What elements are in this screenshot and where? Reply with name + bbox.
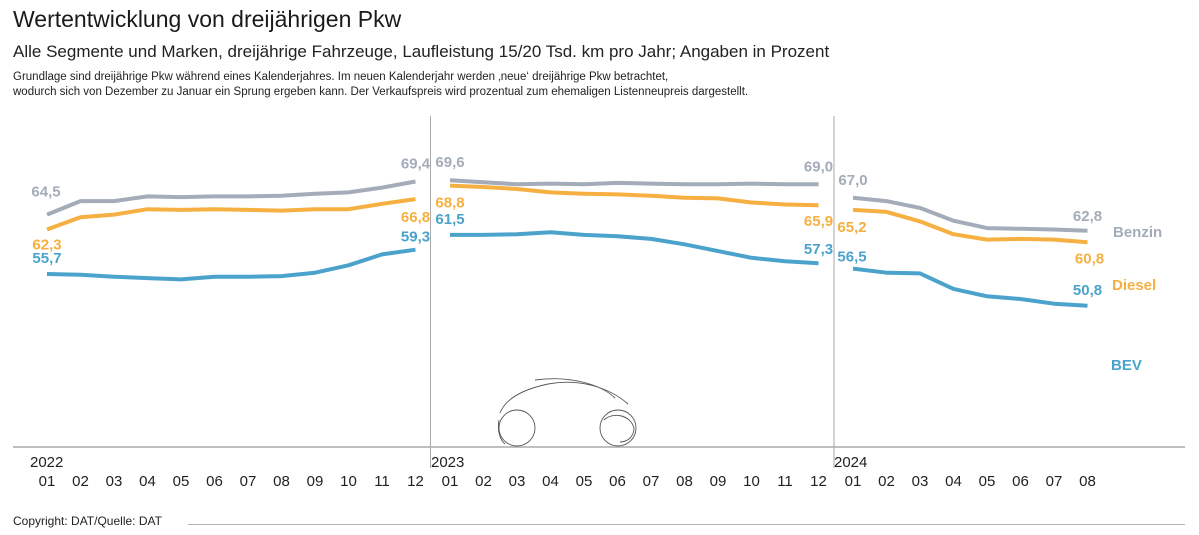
data-label-bev: 55,7 bbox=[32, 250, 61, 267]
month-tick-label: 08 bbox=[676, 473, 693, 490]
month-tick-label: 09 bbox=[710, 473, 727, 490]
month-tick-label: 05 bbox=[173, 473, 190, 490]
month-tick-label: 02 bbox=[72, 473, 89, 490]
data-label-bev: 61,5 bbox=[435, 211, 464, 228]
data-label-benzin: 69,4 bbox=[401, 156, 431, 173]
month-tick-label: 10 bbox=[743, 473, 760, 490]
chart-subtitle: Alle Segmente und Marken, dreijährige Fa… bbox=[13, 42, 830, 61]
month-tick-label: 06 bbox=[609, 473, 626, 490]
data-label-diesel: 65,9 bbox=[804, 213, 833, 230]
month-tick-label: 04 bbox=[945, 473, 962, 490]
data-label-bev: 57,3 bbox=[804, 241, 833, 258]
month-tick-label: 07 bbox=[240, 473, 257, 490]
month-tick-label: 04 bbox=[139, 473, 156, 490]
series-name-benzin: Benzin bbox=[1113, 224, 1162, 241]
month-tick-label: 06 bbox=[206, 473, 223, 490]
month-tick-label: 05 bbox=[576, 473, 593, 490]
data-label-benzin: 67,0 bbox=[838, 172, 867, 189]
data-label-bev: 50,8 bbox=[1073, 282, 1102, 299]
month-tick-label: 02 bbox=[475, 473, 492, 490]
series-name-bev: BEV bbox=[1111, 357, 1142, 374]
month-tick-label: 08 bbox=[273, 473, 290, 490]
year-label-2024: 2024 bbox=[834, 454, 867, 471]
month-tick-label: 07 bbox=[643, 473, 660, 490]
data-label-benzin: 69,6 bbox=[435, 154, 464, 171]
car-outline-icon bbox=[497, 378, 637, 447]
data-label-bev: 59,3 bbox=[401, 229, 430, 246]
methodology-note-line-1: Grundlage sind dreijährige Pkw während e… bbox=[13, 71, 669, 83]
month-tick-label: 06 bbox=[1012, 473, 1029, 490]
month-tick-label: 04 bbox=[542, 473, 559, 490]
data-label-benzin: 64,5 bbox=[31, 184, 60, 201]
series-line-diesel-2 bbox=[449, 183, 819, 208]
series-line-diesel-3 bbox=[852, 207, 1088, 245]
month-tick-label: 01 bbox=[39, 473, 56, 490]
data-label-diesel: 62,3 bbox=[32, 236, 61, 253]
month-tick-label: 12 bbox=[810, 473, 827, 490]
data-label-diesel: 65,2 bbox=[837, 219, 866, 236]
series-name-diesel: Diesel bbox=[1112, 277, 1156, 294]
footer-rule bbox=[188, 524, 1185, 525]
data-label-benzin: 62,8 bbox=[1073, 208, 1102, 225]
month-tick-label: 01 bbox=[442, 473, 459, 490]
data-label-diesel: 66,8 bbox=[401, 209, 430, 226]
month-tick-label: 12 bbox=[407, 473, 424, 490]
series-line-bev-1 bbox=[46, 247, 416, 282]
month-tick-label: 11 bbox=[777, 473, 793, 490]
month-tick-label: 03 bbox=[106, 473, 123, 490]
series-line-bev-2 bbox=[450, 230, 819, 266]
month-tick-label: 03 bbox=[509, 473, 526, 490]
month-tick-label: 10 bbox=[340, 473, 357, 490]
series-line-diesel-1 bbox=[46, 197, 416, 232]
month-tick-label: 01 bbox=[845, 473, 862, 490]
series-line-benzin-3 bbox=[852, 195, 1088, 233]
data-label-bev: 56,5 bbox=[837, 249, 866, 266]
month-tick-label: 05 bbox=[979, 473, 996, 490]
data-label-diesel: 68,8 bbox=[435, 195, 464, 212]
methodology-note-line-2: wodurch sich von Dezember zu Januar ein … bbox=[13, 86, 749, 98]
month-tick-label: 07 bbox=[1046, 473, 1063, 490]
month-tick-label: 02 bbox=[878, 473, 895, 490]
series-line-benzin-2 bbox=[449, 178, 819, 187]
month-tick-label: 08 bbox=[1079, 473, 1096, 490]
copyright-source: Copyright: DAT/Quelle: DAT bbox=[13, 514, 162, 528]
series-line-bev-3 bbox=[852, 266, 1088, 308]
month-tick-label: 03 bbox=[912, 473, 929, 490]
chart-title: Wertentwicklung von dreijährigen Pkw bbox=[13, 6, 402, 32]
year-label-2023: 2023 bbox=[431, 454, 464, 471]
data-label-benzin: 69,0 bbox=[804, 158, 833, 175]
month-tick-label: 09 bbox=[307, 473, 324, 490]
year-label-2022: 2022 bbox=[30, 454, 63, 471]
series-line-benzin-1 bbox=[46, 179, 416, 217]
data-label-diesel: 60,8 bbox=[1075, 250, 1104, 267]
month-tick-label: 11 bbox=[374, 473, 390, 490]
